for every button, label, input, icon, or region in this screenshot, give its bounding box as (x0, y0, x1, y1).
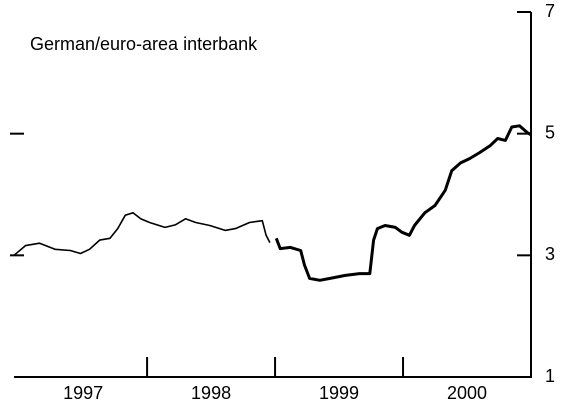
x-tick-label: 1999 (319, 383, 359, 403)
x-tick-label: 2000 (447, 383, 487, 403)
x-tick-label: 1997 (63, 383, 103, 403)
data-line (13, 212, 271, 256)
x-tick-label: 1998 (191, 383, 231, 403)
data-line (274, 124, 532, 282)
y-tick-label: 1 (545, 366, 555, 386)
y-tick-label: 5 (545, 122, 555, 142)
y-tick-label: 3 (545, 244, 555, 264)
y-tick-label: 7 (545, 1, 555, 21)
chart-title: German/euro-area interbank (30, 34, 258, 54)
